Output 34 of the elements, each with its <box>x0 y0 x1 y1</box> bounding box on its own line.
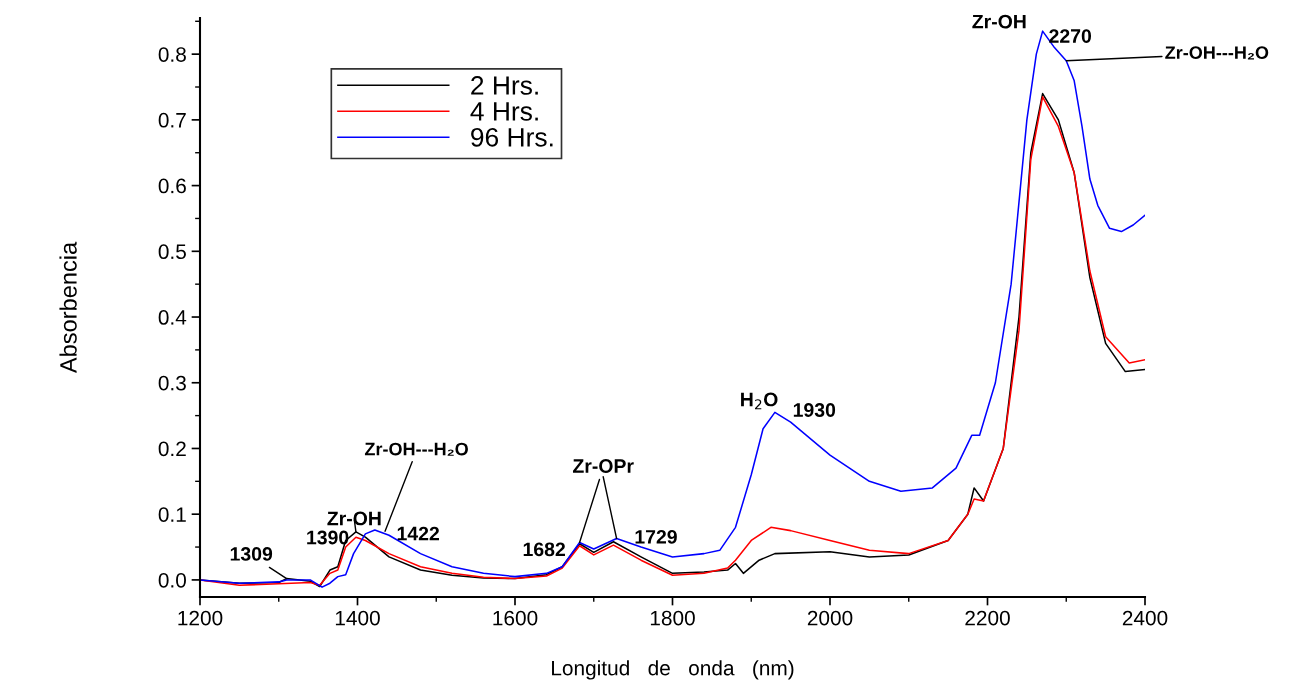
legend-label: 4 Hrs. <box>470 102 538 121</box>
annotation: Zr-OH---H₂O <box>364 442 468 456</box>
annotation: Zr-OPr <box>572 459 634 473</box>
annotation: 2270 <box>1049 29 1092 43</box>
y-tick-label: 0.7 <box>158 112 186 128</box>
annotation: 1682 <box>523 542 565 557</box>
x-tick-label: 2000 <box>807 610 853 626</box>
annotation: 1729 <box>635 529 677 544</box>
x-tick-label: 2400 <box>1122 610 1168 626</box>
y-axis-title: Absorbencia <box>59 241 77 374</box>
annotation: Zr-OH---H₂O <box>1165 46 1269 60</box>
x-tick-label: 2200 <box>965 610 1010 626</box>
y-tick-label: 0.8 <box>158 47 186 62</box>
annotation: 1309 <box>230 547 273 561</box>
annotation: Zr-OH <box>972 14 1026 29</box>
y-tick-label: 0.4 <box>158 310 187 325</box>
y-tick-label: 0.6 <box>158 178 186 194</box>
y-tick-label: 0.2 <box>158 441 186 457</box>
legend-label: 2 Hrs. <box>471 76 538 95</box>
x-tick-label: 1800 <box>650 610 695 626</box>
annotation: 1422 <box>397 526 439 541</box>
x-axis-title: Longitud de onda (nm) <box>552 660 794 680</box>
x-tick-label: 1200 <box>178 610 223 626</box>
annotation: 1390 <box>307 530 349 545</box>
annotation: H$_{2}$O <box>741 392 778 410</box>
x-tick-label: 1400 <box>335 610 380 626</box>
y-tick-label: 0.0 <box>158 572 186 588</box>
annotation: 1930 <box>793 403 836 417</box>
x-tick-label: 1600 <box>493 610 538 626</box>
legend-label: 96 Hrs. <box>471 127 553 147</box>
y-tick-label: 0.3 <box>158 375 186 391</box>
y-tick-label: 0.5 <box>158 244 186 260</box>
annotation: Zr-OH <box>327 511 381 526</box>
y-tick-label: 0.1 <box>158 507 186 522</box>
